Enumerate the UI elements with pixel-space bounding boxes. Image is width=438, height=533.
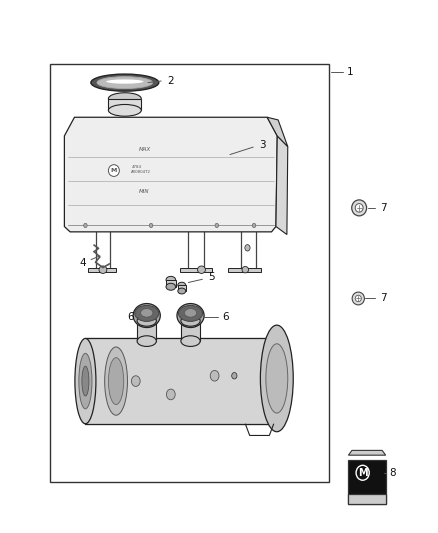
Text: 3: 3 (259, 140, 266, 150)
Ellipse shape (106, 79, 144, 84)
Text: M: M (358, 468, 367, 478)
Ellipse shape (252, 223, 256, 228)
Ellipse shape (137, 316, 156, 326)
Polygon shape (267, 117, 288, 147)
Text: 7: 7 (380, 294, 387, 303)
Ellipse shape (177, 304, 204, 327)
Ellipse shape (242, 266, 249, 273)
Ellipse shape (352, 200, 367, 216)
Ellipse shape (355, 204, 363, 212)
Text: 7: 7 (380, 203, 387, 213)
Ellipse shape (108, 104, 141, 116)
Text: MAX: MAX (138, 147, 151, 152)
Ellipse shape (179, 305, 202, 321)
Ellipse shape (99, 266, 107, 273)
Ellipse shape (82, 366, 89, 396)
Ellipse shape (131, 376, 140, 386)
Ellipse shape (178, 282, 186, 288)
Text: 5: 5 (208, 272, 215, 282)
Bar (85, 338, 272, 424)
Ellipse shape (97, 77, 153, 88)
Ellipse shape (141, 309, 153, 317)
Ellipse shape (178, 288, 186, 294)
Polygon shape (64, 117, 277, 232)
Polygon shape (348, 450, 385, 455)
Bar (348, 494, 385, 504)
Bar (180, 268, 212, 272)
Bar (178, 285, 186, 291)
Ellipse shape (108, 93, 141, 104)
Ellipse shape (75, 338, 96, 424)
Text: 4784
A00804T2: 4784 A00804T2 (131, 165, 152, 174)
Text: 2: 2 (167, 76, 174, 86)
Ellipse shape (198, 266, 205, 273)
Ellipse shape (166, 389, 175, 400)
Text: 6: 6 (223, 312, 230, 322)
Ellipse shape (109, 165, 119, 176)
Ellipse shape (352, 292, 364, 305)
Bar (166, 280, 176, 287)
Ellipse shape (210, 370, 219, 381)
Ellipse shape (84, 223, 87, 228)
Ellipse shape (184, 309, 197, 317)
Ellipse shape (266, 344, 288, 413)
Bar (181, 321, 200, 341)
Ellipse shape (108, 358, 124, 405)
Ellipse shape (137, 336, 156, 346)
Ellipse shape (135, 305, 159, 321)
Ellipse shape (79, 353, 92, 409)
Bar (348, 460, 385, 504)
Ellipse shape (181, 316, 200, 326)
Bar (108, 99, 141, 110)
Bar (137, 321, 156, 341)
Ellipse shape (232, 373, 237, 379)
Ellipse shape (149, 223, 153, 228)
Ellipse shape (215, 223, 219, 228)
Text: 8: 8 (389, 468, 396, 478)
Ellipse shape (166, 284, 176, 290)
Ellipse shape (245, 245, 250, 251)
Text: 6: 6 (127, 312, 134, 322)
Bar (88, 268, 116, 272)
Ellipse shape (181, 336, 200, 346)
Bar (50, 64, 328, 482)
Ellipse shape (166, 276, 176, 284)
Ellipse shape (133, 304, 160, 327)
Text: M: M (111, 168, 117, 173)
Ellipse shape (91, 74, 159, 91)
Text: MIN: MIN (139, 189, 150, 195)
Bar (228, 268, 261, 272)
Text: 4: 4 (79, 258, 86, 268)
Text: 1: 1 (347, 67, 354, 77)
Ellipse shape (260, 325, 293, 432)
Ellipse shape (105, 347, 127, 415)
Ellipse shape (355, 295, 361, 302)
Polygon shape (276, 136, 288, 235)
